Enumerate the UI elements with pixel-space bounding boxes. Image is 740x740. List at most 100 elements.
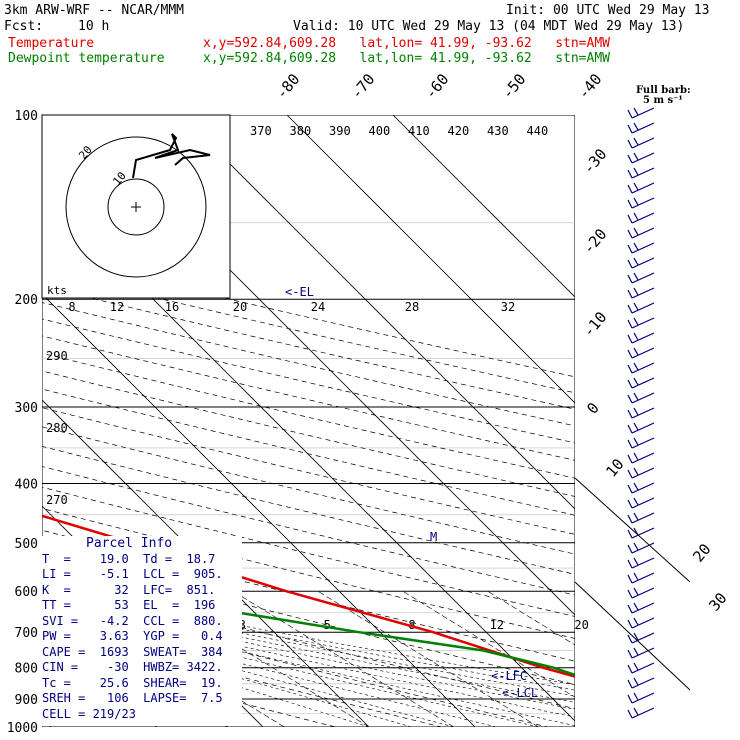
dry-adiabat-line	[42, 285, 575, 410]
mixing-ratio-label: 3	[239, 618, 246, 632]
speed-scale-label: 8	[68, 300, 75, 314]
pressure-label: 200	[15, 293, 38, 308]
parcel-info-row: CELL = 219/23	[42, 706, 136, 721]
legend-temperature-location: x,y=592.84,609.28 lat,lon= 41.99, -93.62…	[203, 36, 610, 51]
moist-adiabat-line	[42, 596, 575, 710]
isotherm-label: 0	[583, 399, 603, 417]
pressure-label: 300	[15, 401, 38, 416]
wind-barb	[627, 167, 655, 179]
pressure-label: 400	[15, 477, 38, 492]
isotherm-line	[286, 115, 575, 404]
wind-barb	[627, 557, 655, 569]
wind-barb	[627, 272, 655, 284]
wind-barb	[627, 122, 655, 134]
speed-scale-label: 28	[405, 300, 419, 314]
wind-barb	[627, 302, 655, 314]
mixing-ratio-line	[233, 590, 454, 727]
el-annotation: <-EL	[285, 285, 314, 299]
wind-barb	[627, 662, 655, 674]
wind-barb	[627, 137, 655, 149]
wind-barb	[627, 572, 655, 584]
legend-temperature-name: Temperature	[8, 36, 95, 51]
mixing-ratio-line	[148, 590, 370, 727]
speed-scale-label: 16	[165, 300, 179, 314]
moist-adiabat-line	[42, 620, 412, 727]
theta-label: 280	[46, 421, 68, 435]
dry-adiabat-line	[42, 318, 575, 444]
lcl-annotation: <-LCL	[502, 686, 538, 700]
moist-adiabat-line	[42, 599, 575, 718]
wind-barb	[627, 542, 655, 554]
legend-dewpoint-name: Dewpoint temperature	[8, 51, 165, 66]
parcel-info-title: Parcel Info	[86, 536, 173, 551]
isotherm-line	[180, 115, 575, 510]
dry-adiabat-line	[42, 508, 575, 639]
model-title: 3km ARW-WRF -- NCAR/MMM	[4, 3, 185, 18]
pressure-label: 600	[15, 585, 38, 600]
hodograph-trace	[132, 133, 211, 179]
m-annotation: M	[430, 530, 437, 544]
parcel-info-row: T = 19.0 Td = 18.7	[42, 551, 216, 566]
mixing-ratio-label: 20	[574, 618, 588, 632]
pressure-label: 1000	[7, 721, 38, 736]
wind-barb	[627, 407, 655, 419]
isotherm-label: -60	[421, 70, 452, 102]
hodograph-ring	[107, 178, 165, 236]
dry-adiabat-line	[42, 575, 575, 709]
dry-adiabat-line	[42, 486, 575, 617]
wind-barb	[627, 707, 655, 719]
init-time: Init: 00 UTC Wed 29 May 13	[506, 3, 710, 18]
speed-scale-label: 32	[501, 300, 515, 314]
wind-barb	[627, 242, 655, 254]
pressure-label: 800	[15, 662, 38, 677]
isotherm-label: -10	[579, 308, 610, 340]
parcel-info-row: SVI = -4.2 CCL = 880.	[42, 613, 223, 628]
wind-barb	[627, 587, 655, 599]
theta-label: 420	[448, 124, 470, 138]
theta-label: 290	[46, 349, 68, 363]
parcel-info-row: K = 32 LFC= 851.	[42, 582, 216, 597]
moist-adiabat-line	[42, 625, 370, 727]
pressure-label: 900	[15, 693, 38, 708]
speed-scale-label: 12	[110, 300, 124, 314]
parcel-info-row: TT = 53 EL = 196	[42, 598, 216, 612]
barb-legend-title: Full barb:	[636, 85, 691, 96]
theta-label: 440	[527, 124, 549, 138]
parcel-info-panel: Parcel Info T = 19.0 Td = 18.7 LI = -5.1…	[42, 536, 242, 726]
mixing-ratio-line	[317, 590, 539, 727]
wind-barb	[627, 227, 655, 239]
wind-barb	[627, 317, 655, 329]
isotherm-label: -70	[347, 70, 378, 102]
wind-barb	[627, 347, 655, 359]
wind-barb	[627, 437, 655, 449]
wind-barb	[627, 197, 655, 209]
legend-dewpoint-location: x,y=592.84,609.28 lat,lon= 41.99, -93.62…	[203, 51, 610, 66]
parcel-info-row: Tc = 25.6 SHEAR= 19.	[42, 675, 223, 690]
wind-barb	[627, 452, 655, 464]
wind-barb	[627, 392, 655, 404]
parcel-info-row: LI = -5.1 LCL = 905.	[42, 567, 223, 581]
wind-barb	[627, 467, 655, 479]
wind-barb	[627, 497, 655, 509]
theta-label: 400	[369, 124, 391, 138]
frame-edge-line	[574, 477, 691, 583]
wind-barb	[627, 332, 655, 344]
frame-edge-line	[574, 581, 691, 691]
pressure-label: 700	[15, 626, 38, 641]
lfc-annotation: <-LFC	[491, 669, 527, 683]
wind-barb	[627, 647, 655, 659]
mixing-ratio-label: 12	[490, 618, 504, 632]
parcel-info-row: CIN = -30 HWBZ= 3422.	[42, 660, 223, 674]
pressure-label: 500	[15, 537, 38, 552]
isotherm-label: -30	[579, 145, 610, 177]
wind-barb	[627, 482, 655, 494]
theta-label: 430	[487, 124, 509, 138]
wind-barb	[627, 512, 655, 524]
isotherm-label: 20	[689, 540, 714, 565]
wind-barb	[627, 422, 655, 434]
wind-barb	[627, 152, 655, 164]
moist-adiabat-line	[42, 591, 575, 697]
theta-label: 390	[329, 124, 351, 138]
isotherm-label: 10	[602, 455, 627, 480]
kts-label: kts	[47, 284, 67, 297]
